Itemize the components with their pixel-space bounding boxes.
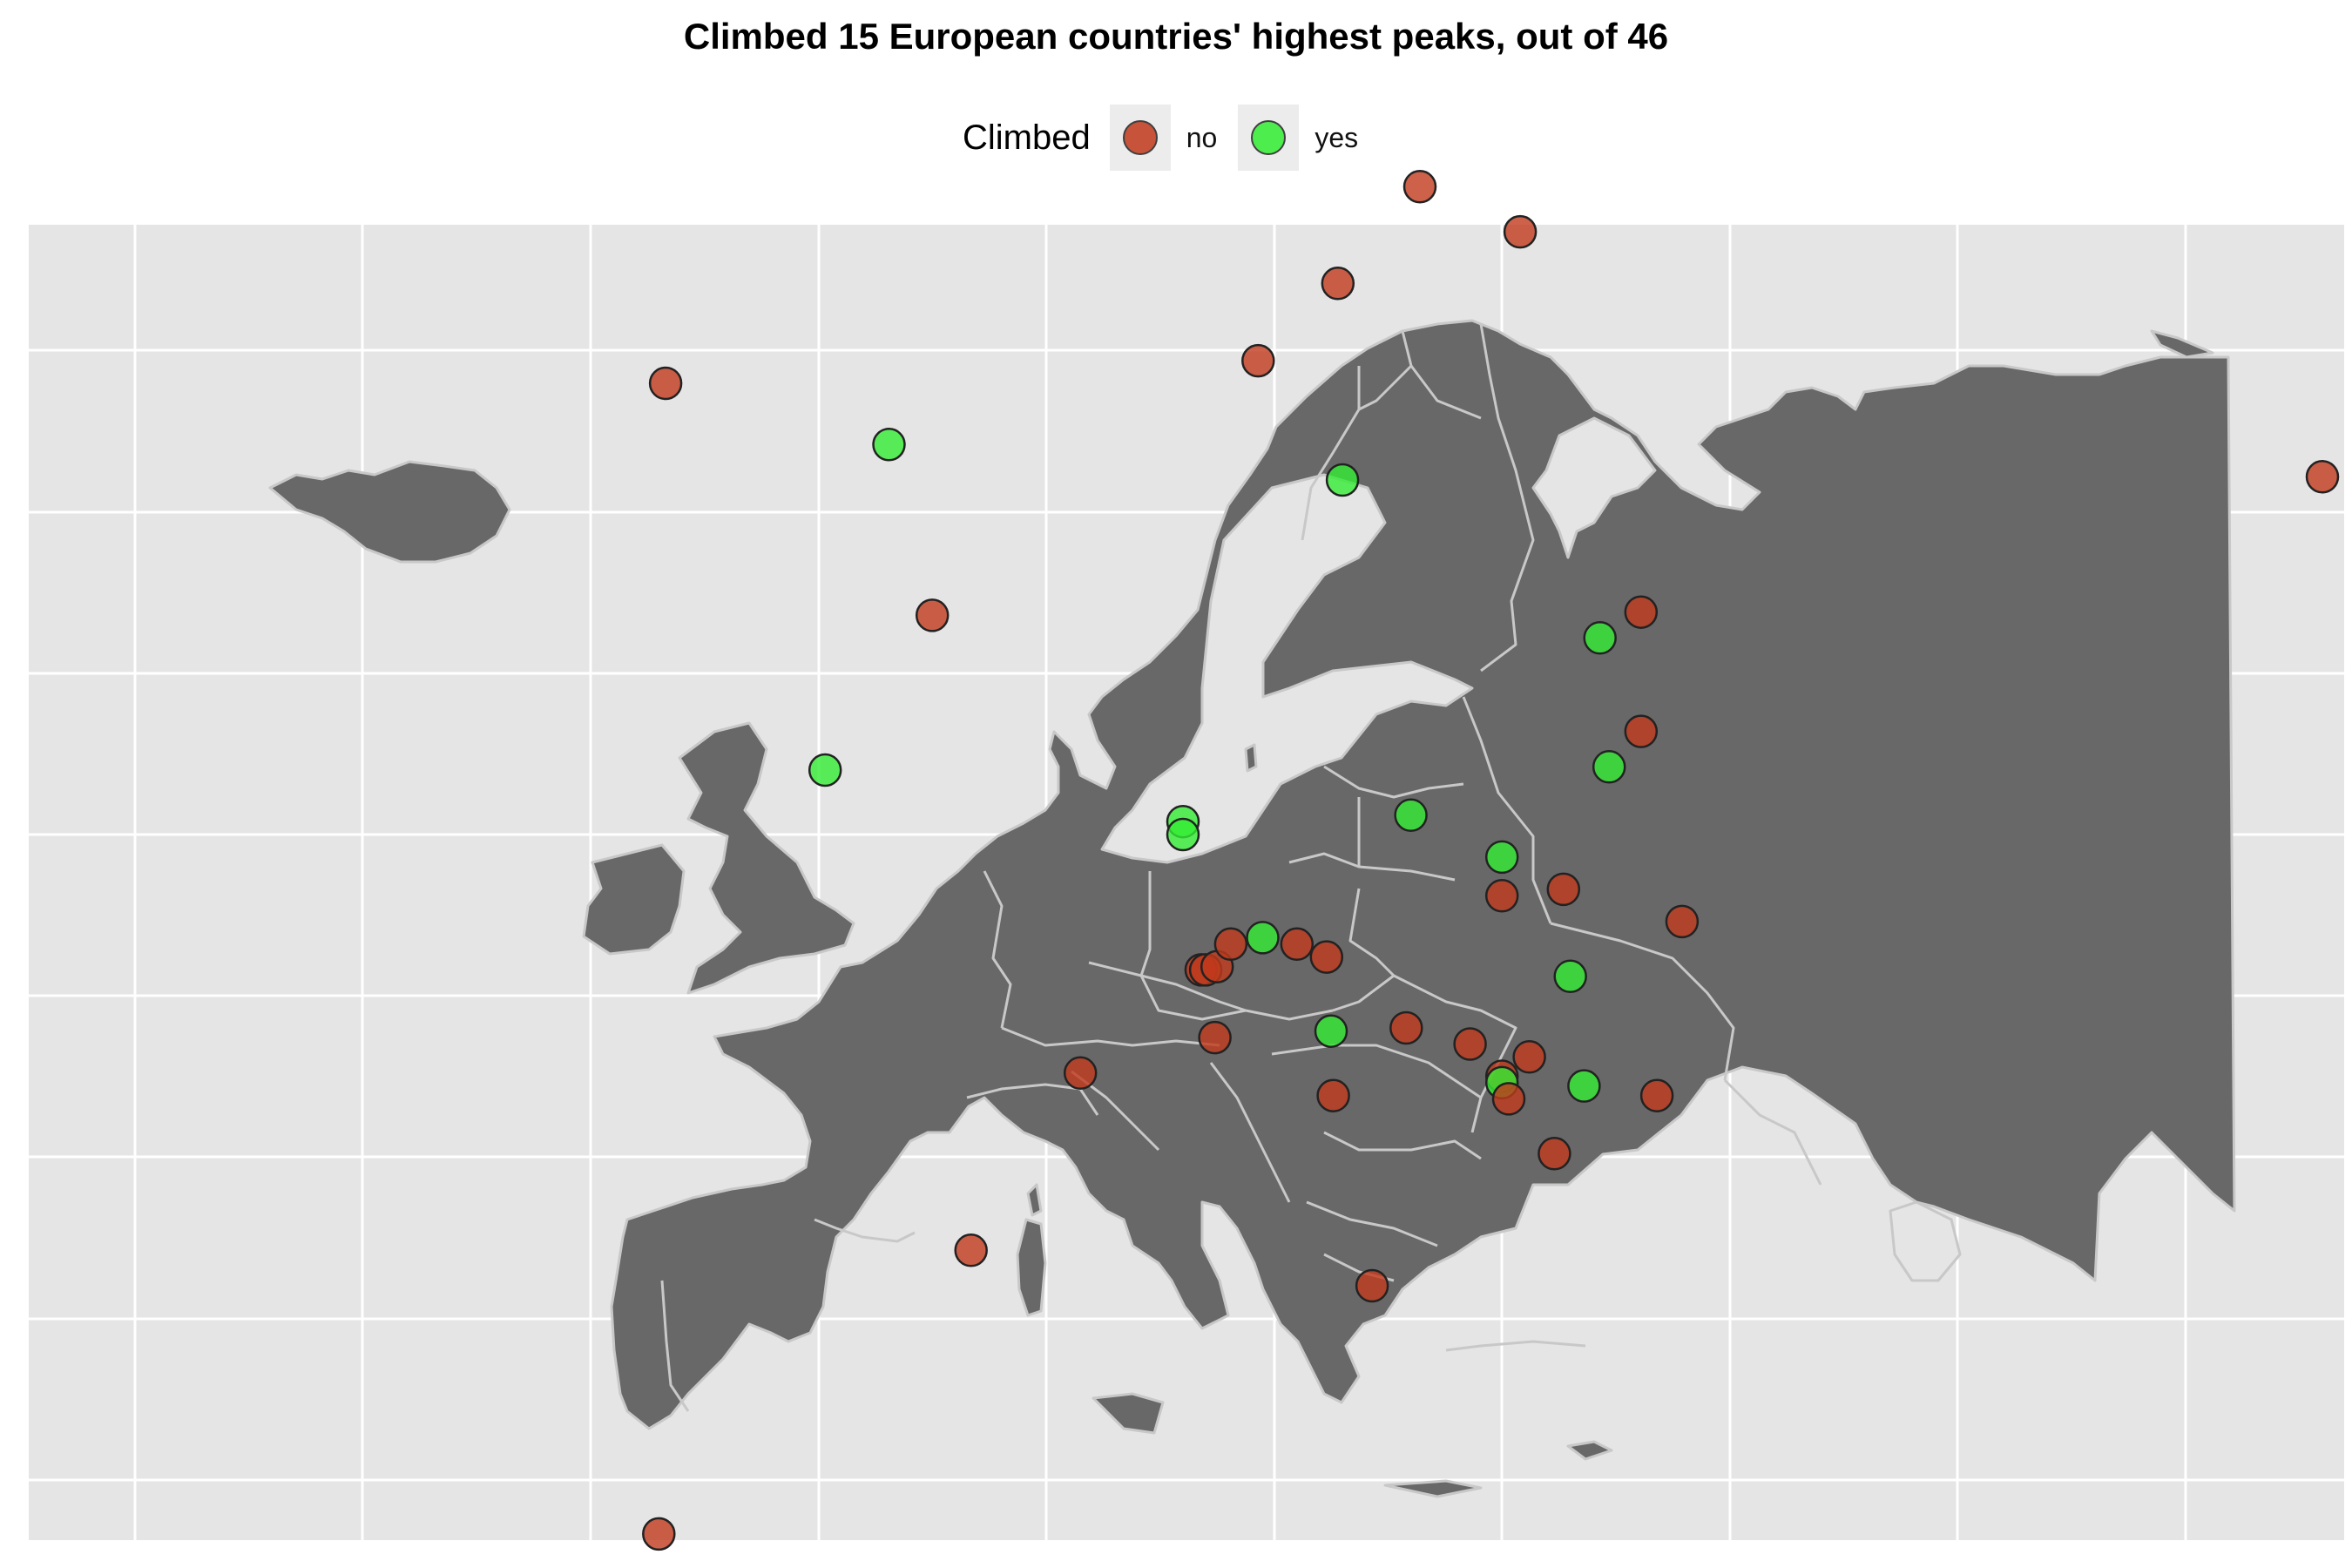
peak-marker-no (1546, 872, 1581, 907)
caspian-sea (1889, 1200, 1962, 1282)
peak-marker-no (1484, 879, 1519, 913)
peak-marker-no (1198, 1020, 1232, 1055)
baltic-sea (1100, 473, 1474, 864)
peak-marker-no (1402, 170, 1437, 204)
corsica (1026, 1183, 1043, 1217)
peak-marker-no (1355, 1268, 1389, 1303)
country-borders (660, 323, 1822, 1412)
gotland (1244, 743, 1258, 773)
peak-marker-no (1309, 940, 1344, 974)
legend-swatch-no (1122, 120, 1158, 155)
peak-marker-no (1453, 1027, 1487, 1061)
peak-marker-no (1665, 904, 1700, 939)
iceland (268, 460, 511, 564)
peak-marker-no (1389, 1010, 1423, 1045)
great-britain (678, 721, 855, 995)
peak-marker-no (1241, 343, 1275, 378)
peak-marker-no (648, 366, 683, 401)
peak-marker-no (1316, 1078, 1350, 1112)
peak-marker-no (1624, 714, 1659, 748)
peak-marker-no (1624, 595, 1659, 629)
peak-marker-no (1280, 927, 1315, 962)
peak-marker-no (1491, 1082, 1526, 1116)
peak-marker-yes (1166, 817, 1200, 852)
peak-marker-no (1503, 214, 1538, 249)
legend-title: Climbed (963, 118, 1091, 157)
sicily (1092, 1392, 1165, 1435)
peak-marker-yes (1394, 798, 1428, 833)
legend: Climbed no yes (963, 105, 1379, 171)
peak-marker-no (1639, 1078, 1674, 1112)
peak-marker-yes (1246, 921, 1280, 955)
peak-marker-yes (1484, 840, 1519, 875)
peak-marker-yes (1325, 463, 1360, 497)
peak-marker-no (1063, 1056, 1098, 1091)
novaya-zemlya-tip (2150, 329, 2214, 359)
legend-label-yes: yes (1315, 121, 1359, 153)
map-title: Climbed 15 European countries' highest p… (683, 16, 1669, 57)
peak-marker-no (954, 1233, 988, 1267)
cyprus (1566, 1440, 1613, 1461)
peak-marker-yes (808, 753, 842, 787)
peak-marker-yes (1553, 959, 1587, 994)
ireland (582, 843, 686, 956)
peak-marker-no (915, 598, 950, 632)
peak-marker-no (1213, 927, 1248, 962)
peak-marker-no (1321, 267, 1355, 301)
legend-swatch-yes (1251, 120, 1287, 155)
peak-marker-no (1538, 1137, 1571, 1171)
sardinia (1016, 1218, 1047, 1317)
white-sea (1531, 416, 1657, 559)
crete (1383, 1479, 1483, 1498)
peak-marker-yes (1592, 750, 1626, 784)
legend-key-yes (1238, 105, 1300, 171)
peak-marker-no (642, 1517, 676, 1551)
peak-marker-no (1512, 1040, 1546, 1074)
peak-marker-yes (1567, 1069, 1601, 1103)
peak-marker-yes (1314, 1014, 1348, 1048)
peak-markers (642, 170, 2340, 1551)
peak-marker-yes (872, 428, 906, 462)
peak-marker-no (2305, 460, 2340, 494)
peak-marker-yes (1583, 621, 1617, 655)
legend-label-no: no (1186, 121, 1218, 153)
legend-key-no (1109, 105, 1171, 171)
